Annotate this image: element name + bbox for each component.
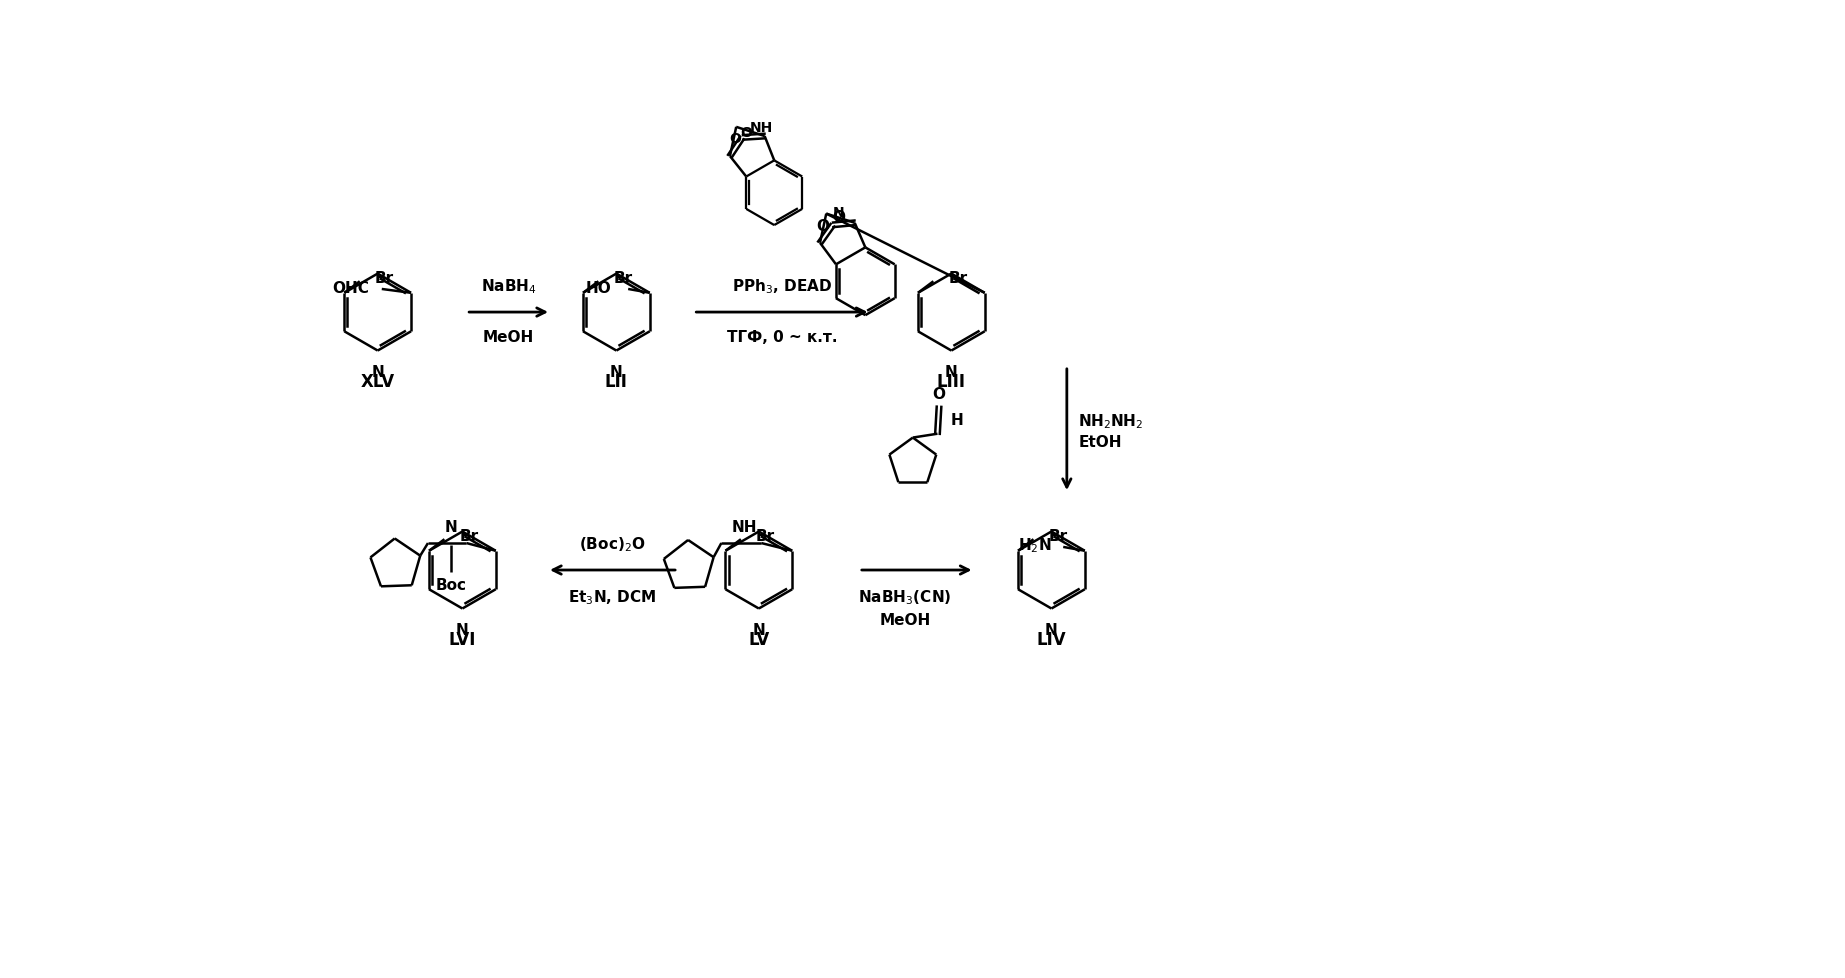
Text: Br: Br [948,271,967,286]
Text: Br: Br [756,528,775,544]
Text: N: N [611,364,624,379]
Text: EtOH: EtOH [1077,434,1122,449]
Text: N: N [445,519,458,534]
Text: O: O [932,386,945,402]
Text: H$_2$N: H$_2$N [1018,536,1052,555]
Text: MeOH: MeOH [483,330,535,344]
Text: NH: NH [732,519,756,534]
Text: O: O [815,219,828,234]
Text: O: O [740,125,753,140]
Text: MeOH: MeOH [880,613,930,628]
Text: N: N [371,364,384,379]
Text: LIV: LIV [1037,631,1066,648]
Text: NaBH$_4$: NaBH$_4$ [482,277,537,295]
Text: N: N [456,622,469,637]
Text: ТГФ, 0 ~ к.т.: ТГФ, 0 ~ к.т. [727,330,838,344]
Text: Br: Br [1048,528,1068,544]
Text: PPh$_3$, DEAD: PPh$_3$, DEAD [732,277,832,295]
Text: OHC: OHC [332,281,369,295]
Text: N: N [832,205,843,220]
Text: Br: Br [459,528,478,544]
Text: LII: LII [605,373,627,391]
Text: H: H [950,413,963,428]
Text: O: O [832,209,845,225]
Text: LIII: LIII [937,373,965,391]
Text: LV: LV [749,631,769,648]
Text: Br: Br [614,271,633,286]
Text: NaBH$_3$(CN): NaBH$_3$(CN) [858,588,952,606]
Text: (Boc)$_2$O: (Boc)$_2$O [579,535,646,554]
Text: Boc: Boc [435,578,467,593]
Text: NH: NH [751,120,773,135]
Text: XLV: XLV [360,373,395,391]
Text: N: N [945,364,958,379]
Text: LVI: LVI [448,631,476,648]
Text: HO: HO [587,281,613,295]
Text: N: N [753,622,766,637]
Text: Et$_3$N, DCM: Et$_3$N, DCM [568,588,657,606]
Text: Br: Br [375,271,395,286]
Text: O: O [729,132,742,146]
Text: NH$_2$NH$_2$: NH$_2$NH$_2$ [1077,412,1144,430]
Text: N: N [1044,622,1057,637]
